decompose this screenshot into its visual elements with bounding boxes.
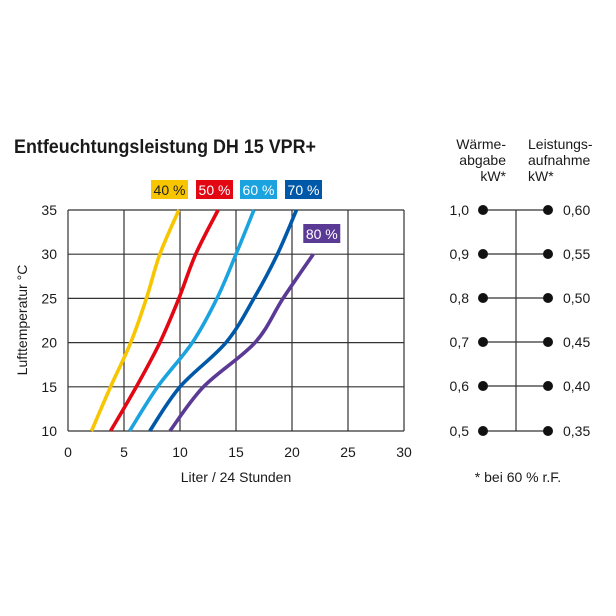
heat-output-dot [478, 381, 488, 391]
heat-output-dot [478, 249, 488, 259]
x-tick-label: 25 [340, 444, 356, 460]
left-header: abgabe [459, 152, 506, 168]
heat-output-value: 0,7 [450, 334, 470, 350]
badge-label: 70 % [288, 182, 320, 198]
series-badge-40: 40 % [151, 180, 188, 199]
power-input-value: 0,40 [563, 378, 590, 394]
heat-output-value: 0,8 [450, 290, 470, 306]
y-tick-label: 30 [41, 246, 57, 262]
left-header: kW* [480, 168, 506, 184]
y-tick-label: 35 [41, 202, 57, 218]
power-input-value: 0,50 [563, 290, 590, 306]
y-tick-label: 15 [41, 379, 57, 395]
series-line-40 [89, 209, 181, 432]
badge-background [240, 180, 277, 199]
series-line-60 [128, 209, 256, 432]
power-input-dot [543, 205, 553, 215]
x-tick-label: 5 [120, 444, 128, 460]
heat-output-value: 0,9 [450, 246, 470, 262]
x-tick-label: 15 [228, 444, 244, 460]
series-line-70 [148, 209, 299, 433]
chart-title: Entfeuchtungsleistung DH 15 VPR+ [14, 137, 316, 158]
power-input-value: 0,60 [563, 202, 590, 218]
heat-output-value: 0,5 [450, 423, 470, 439]
badge-label: 80 % [306, 226, 338, 242]
y-tick-label: 10 [41, 423, 57, 439]
right-header: kW* [528, 168, 554, 184]
footnote: * bei 60 % r.F. [475, 469, 561, 485]
x-tick-label: 0 [64, 444, 72, 460]
y-tick-label: 20 [41, 335, 57, 351]
heat-output-dot [478, 337, 488, 347]
x-axis-label: Liter / 24 Stunden [181, 469, 292, 485]
right-header: Leistungs- [528, 136, 593, 152]
badge-label: 60 % [243, 182, 275, 198]
power-input-dot [543, 426, 553, 436]
power-input-dot [543, 337, 553, 347]
series-badge-70: 70 % [285, 180, 322, 199]
power-input-value: 0,55 [563, 246, 590, 262]
power-input-dot [543, 381, 553, 391]
power-input-value: 0,45 [563, 334, 590, 350]
y-axis-label: Lufttemperatur °C [14, 265, 30, 376]
heat-output-value: 1,0 [450, 202, 470, 218]
series-line-50 [109, 209, 220, 432]
badge-label: 50 % [199, 182, 231, 198]
x-tick-label: 10 [172, 444, 188, 460]
badge-background [151, 180, 188, 199]
heat-output-value: 0,6 [450, 378, 470, 394]
power-input-value: 0,35 [563, 423, 590, 439]
heat-output-dot [478, 205, 488, 215]
x-tick-label: 20 [284, 444, 300, 460]
series-badge-60: 60 % [240, 180, 277, 199]
heat-output-dot [478, 293, 488, 303]
y-tick-label: 25 [41, 290, 57, 306]
x-axis-ticks: 0 5 10 15 20 25 30 [64, 444, 412, 460]
x-tick-label: 30 [396, 444, 412, 460]
badge-background [285, 180, 322, 199]
series-line-80 [168, 253, 315, 433]
series-badge-80: 80 % [303, 224, 341, 243]
series-labels: 40 % 50 % 60 % 70 % 80 % [151, 180, 341, 243]
y-axis-ticks: 10 15 20 25 30 35 [41, 202, 57, 439]
series-badge-50: 50 % [196, 180, 233, 199]
badge-background [303, 224, 341, 243]
badge-label: 40 % [154, 182, 186, 198]
badge-background [196, 180, 233, 199]
heat-output-dot [478, 426, 488, 436]
left-header: Wärme- [456, 136, 506, 152]
right-header: aufnahme [528, 152, 590, 168]
power-input-dot [543, 249, 553, 259]
grid [67, 209, 405, 432]
series-lines [89, 209, 315, 433]
power-input-dot [543, 293, 553, 303]
